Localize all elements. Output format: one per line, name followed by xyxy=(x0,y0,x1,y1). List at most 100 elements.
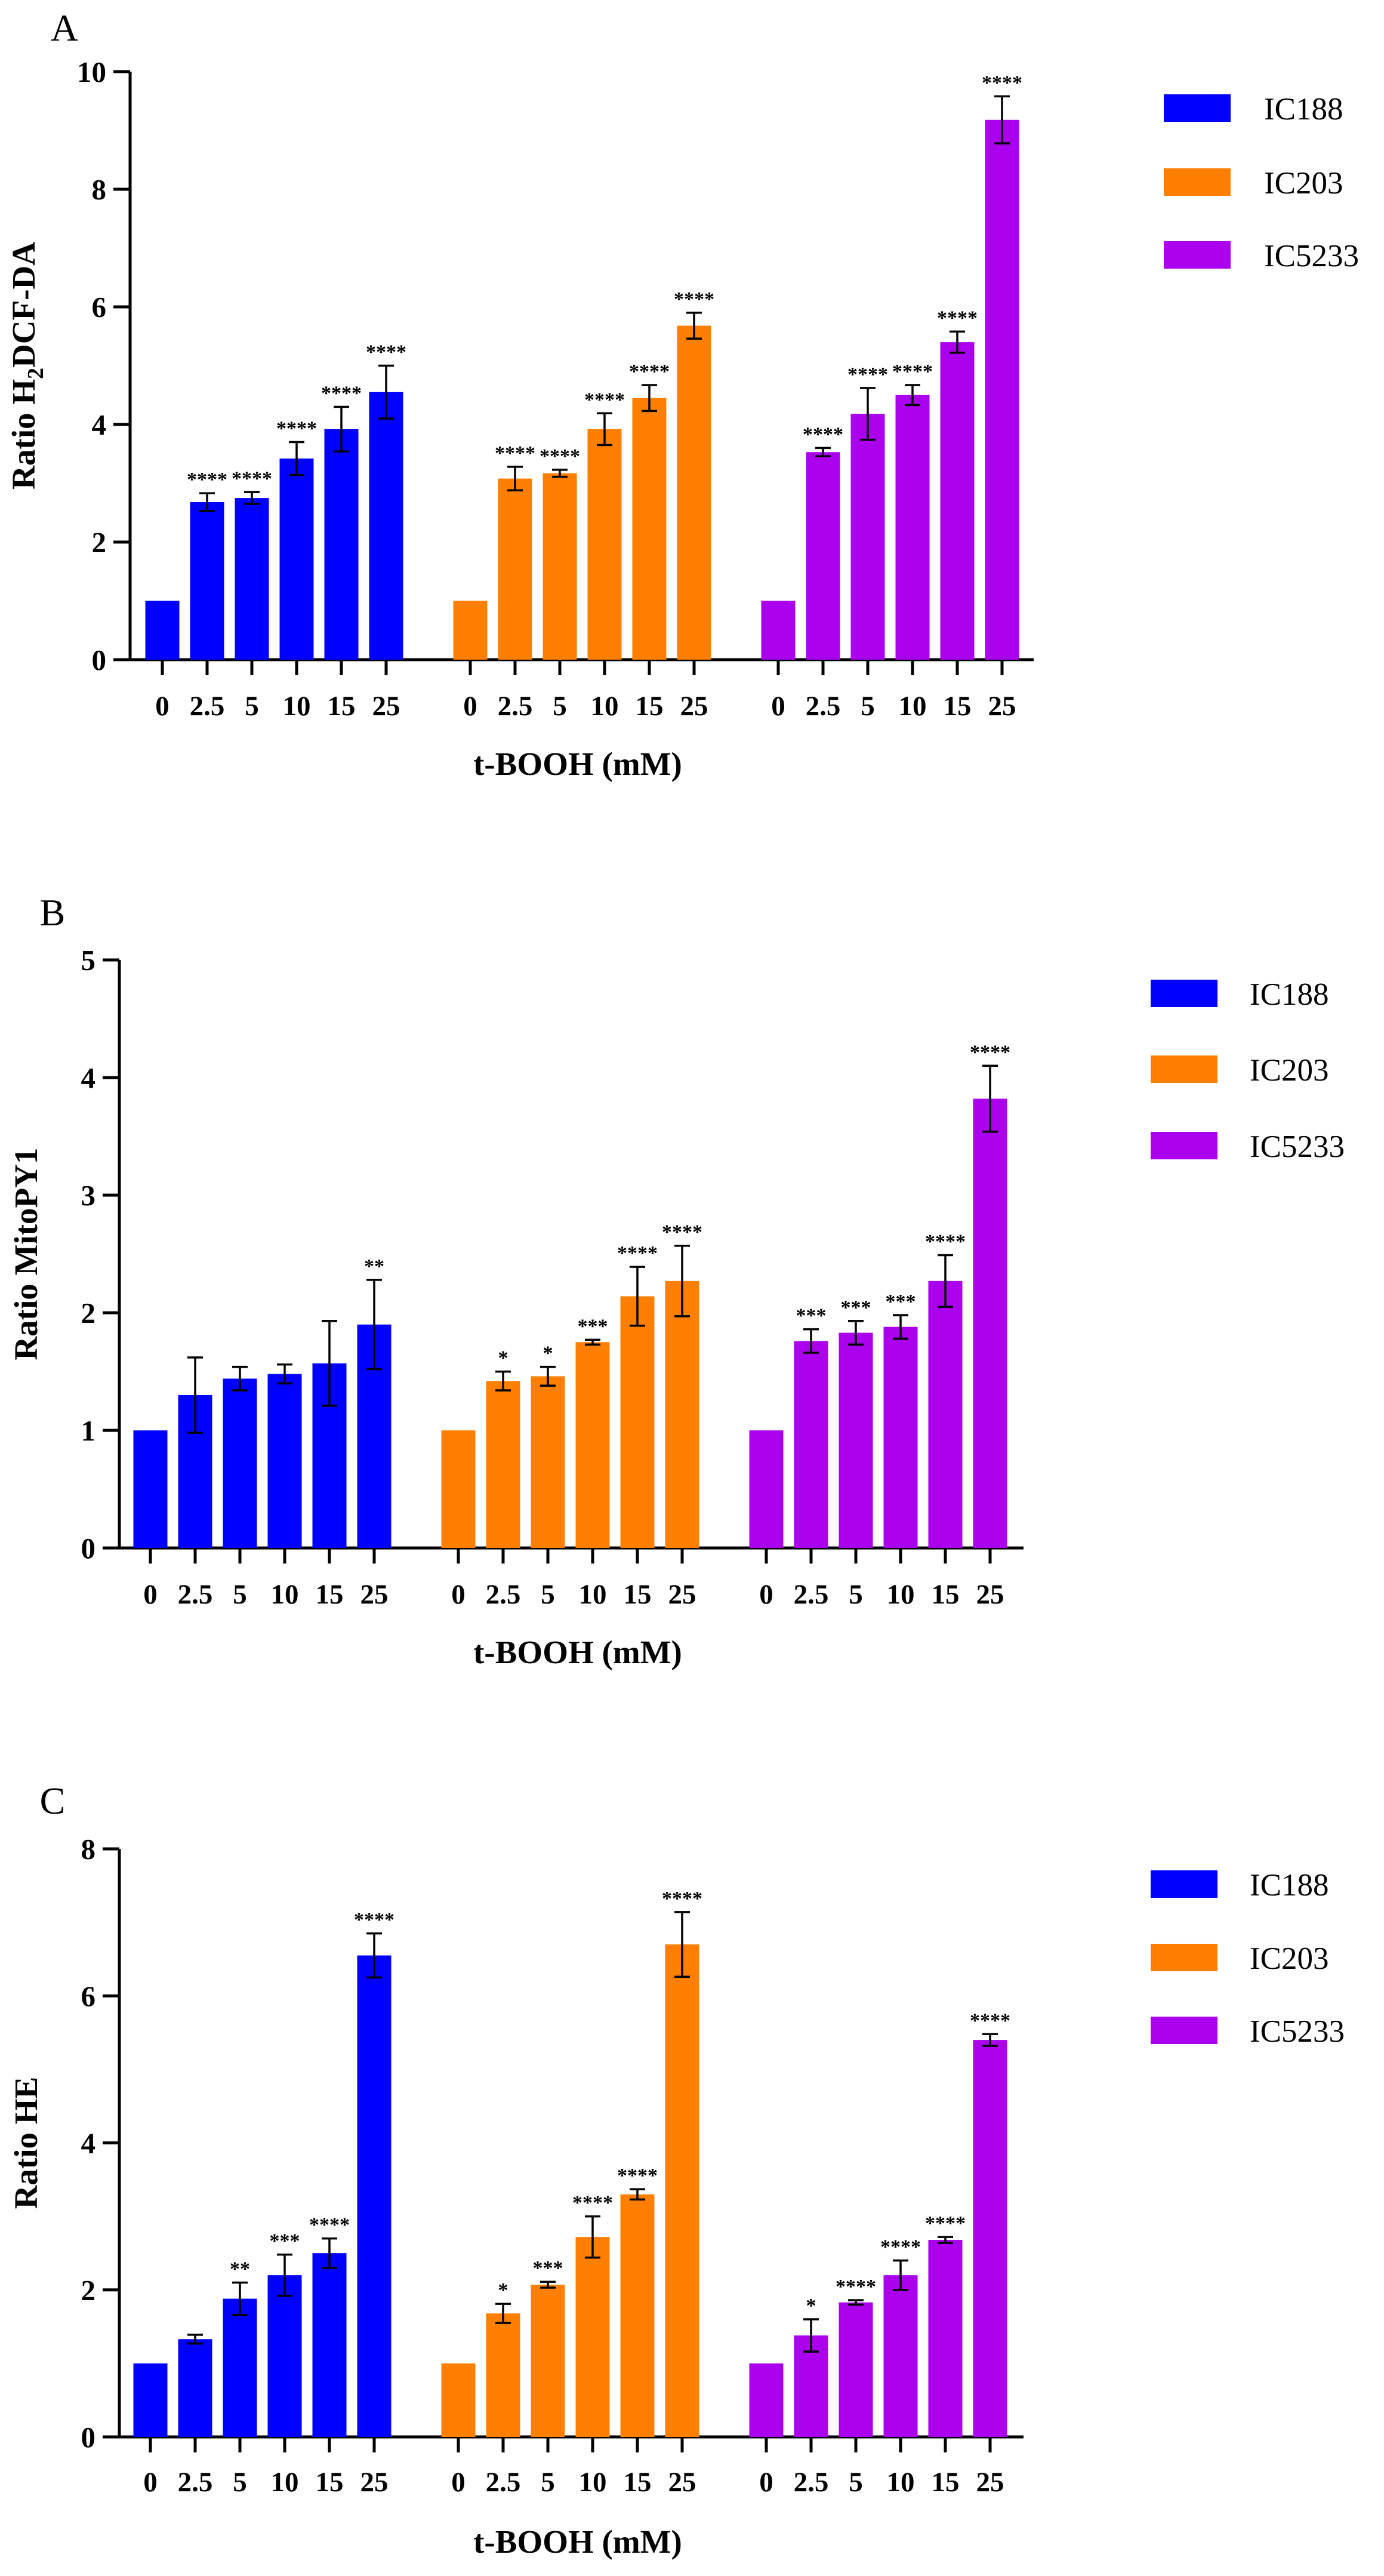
legend-label-ic5233: IC5233 xyxy=(1250,2014,1345,2049)
y-axis-title: Ratio MitoPY1 xyxy=(8,1148,44,1361)
bar-ic5233-10 xyxy=(895,395,930,660)
significance-label: **** xyxy=(187,469,227,491)
bar-ic5233-2.5 xyxy=(806,452,840,660)
significance-label: **** xyxy=(540,445,580,467)
x-tick-label: 25 xyxy=(360,1579,389,1610)
bar-ic188-0 xyxy=(133,2363,168,2437)
significance-label: ** xyxy=(230,2258,250,2280)
x-tick-label: 5 xyxy=(541,1579,555,1610)
legend-swatch-ic5233 xyxy=(1164,241,1231,269)
y-tick-label: 0 xyxy=(92,644,107,676)
x-tick-label: 15 xyxy=(624,2467,652,2498)
bar-ic188-2.5 xyxy=(178,2339,212,2437)
bar-ic203-5 xyxy=(542,473,577,660)
panel-letter: A xyxy=(51,7,78,49)
x-tick-label: 25 xyxy=(976,1579,1004,1610)
bar-ic5233-2.5 xyxy=(794,1341,828,1548)
legend-label-ic203: IC203 xyxy=(1250,1053,1329,1088)
x-tick-label: 25 xyxy=(360,2467,389,2498)
bar-ic188-2.5 xyxy=(190,502,224,660)
bar-ic5233-0 xyxy=(761,601,796,660)
x-tick-label: 15 xyxy=(944,691,972,722)
significance-label: **** xyxy=(892,361,933,383)
bar-ic203-0 xyxy=(441,2363,476,2437)
legend-swatch-ic188 xyxy=(1164,94,1231,122)
x-tick-label: 0 xyxy=(143,2467,158,2498)
significance-label: **** xyxy=(836,2276,876,2298)
x-tick-label: 0 xyxy=(759,2467,773,2498)
y-tick-label: 5 xyxy=(81,944,96,977)
x-tick-label: 5 xyxy=(861,691,875,722)
bar-ic203-5 xyxy=(531,2285,565,2437)
bar-ic5233-5 xyxy=(839,1332,873,1548)
x-tick-label: 5 xyxy=(849,1579,863,1610)
x-tick-label: 0 xyxy=(451,2467,466,2498)
x-tick-label: 2.5 xyxy=(190,691,225,722)
bar-ic188-5 xyxy=(223,1378,257,1548)
x-tick-label: 10 xyxy=(579,1579,607,1610)
y-axis-title: Ratio H2DCF-DA xyxy=(5,242,48,490)
bar-ic203-25 xyxy=(665,1281,699,1548)
bar-ic188-0 xyxy=(145,601,180,660)
bar-ic203-25 xyxy=(677,325,711,660)
y-tick-label: 4 xyxy=(81,1061,96,1094)
bar-ic203-2.5 xyxy=(486,2313,520,2437)
bar-ic188-10 xyxy=(267,2275,302,2437)
x-tick-label: 10 xyxy=(271,2467,299,2498)
significance-label: **** xyxy=(276,418,317,440)
x-tick-label: 25 xyxy=(668,2467,696,2498)
bar-ic203-15 xyxy=(632,398,667,660)
significance-label: **** xyxy=(970,1041,1010,1063)
y-axis-title-text: Ratio HE xyxy=(8,2077,44,2209)
significance-label: **** xyxy=(321,382,362,404)
y-tick-label: 8 xyxy=(92,173,107,206)
y-tick-label: 0 xyxy=(81,1532,96,1565)
legend-label-ic5233: IC5233 xyxy=(1264,239,1359,273)
legend-label-ic188: IC188 xyxy=(1264,92,1343,127)
bar-ic5233-5 xyxy=(850,414,885,660)
x-tick-label: 10 xyxy=(591,691,619,722)
x-tick-label: 15 xyxy=(636,691,664,722)
x-tick-label: 2.5 xyxy=(498,691,533,722)
significance-label: **** xyxy=(584,389,625,411)
significance-label: * xyxy=(543,1343,553,1365)
x-tick-label: 5 xyxy=(245,691,259,722)
significance-label: **** xyxy=(803,423,843,445)
bar-ic203-5 xyxy=(531,1376,565,1548)
x-tick-label: 10 xyxy=(579,2467,607,2498)
bar-ic188-15 xyxy=(312,2253,347,2437)
y-tick-label: 6 xyxy=(92,291,107,324)
bar-ic5233-10 xyxy=(883,1327,918,1548)
bar-ic5233-15 xyxy=(928,2240,963,2437)
significance-label: **** xyxy=(925,2212,966,2235)
bar-ic5233-10 xyxy=(883,2275,918,2437)
x-tick-label: 15 xyxy=(328,691,356,722)
panel-letter: B xyxy=(40,891,66,934)
x-tick-label: 25 xyxy=(988,691,1016,722)
chart-panel-b: B 0 1 2 3 4 5 Ratio MitoPY1 0 2.5 5 10 15 ** 25 0 * 2.5 * 5… xyxy=(8,891,1345,1670)
bar-ic5233-0 xyxy=(749,1430,784,1548)
significance-label: **** xyxy=(354,1909,394,1931)
x-tick-label: 2.5 xyxy=(486,1579,521,1610)
bar-ic5233-15 xyxy=(928,1281,963,1548)
x-axis-title: t-BOOH (mM) xyxy=(473,1634,682,1670)
x-tick-label: 2.5 xyxy=(178,1579,213,1610)
bar-ic5233-15 xyxy=(940,342,975,660)
significance-label: **** xyxy=(232,467,272,490)
legend-label-ic5233: IC5233 xyxy=(1250,1129,1345,1164)
bar-ic203-25 xyxy=(665,1944,699,2437)
y-axis-title-text: Ratio MitoPY1 xyxy=(8,1148,44,1361)
significance-label: **** xyxy=(970,2009,1010,2032)
bar-ic5233-25 xyxy=(985,119,1019,660)
y-tick-label: 10 xyxy=(77,56,106,88)
x-tick-label: 5 xyxy=(553,691,567,722)
bar-ic188-10 xyxy=(279,458,314,660)
legend-swatch-ic188 xyxy=(1151,980,1217,1007)
significance-label: * xyxy=(498,1347,508,1369)
y-tick-label: 1 xyxy=(81,1414,96,1447)
y-tick-label: 6 xyxy=(81,1980,96,2012)
x-tick-label: 0 xyxy=(451,1579,466,1610)
significance-label: **** xyxy=(662,1888,702,1910)
bar-ic203-15 xyxy=(620,2194,655,2437)
x-tick-label: 25 xyxy=(668,1579,696,1610)
